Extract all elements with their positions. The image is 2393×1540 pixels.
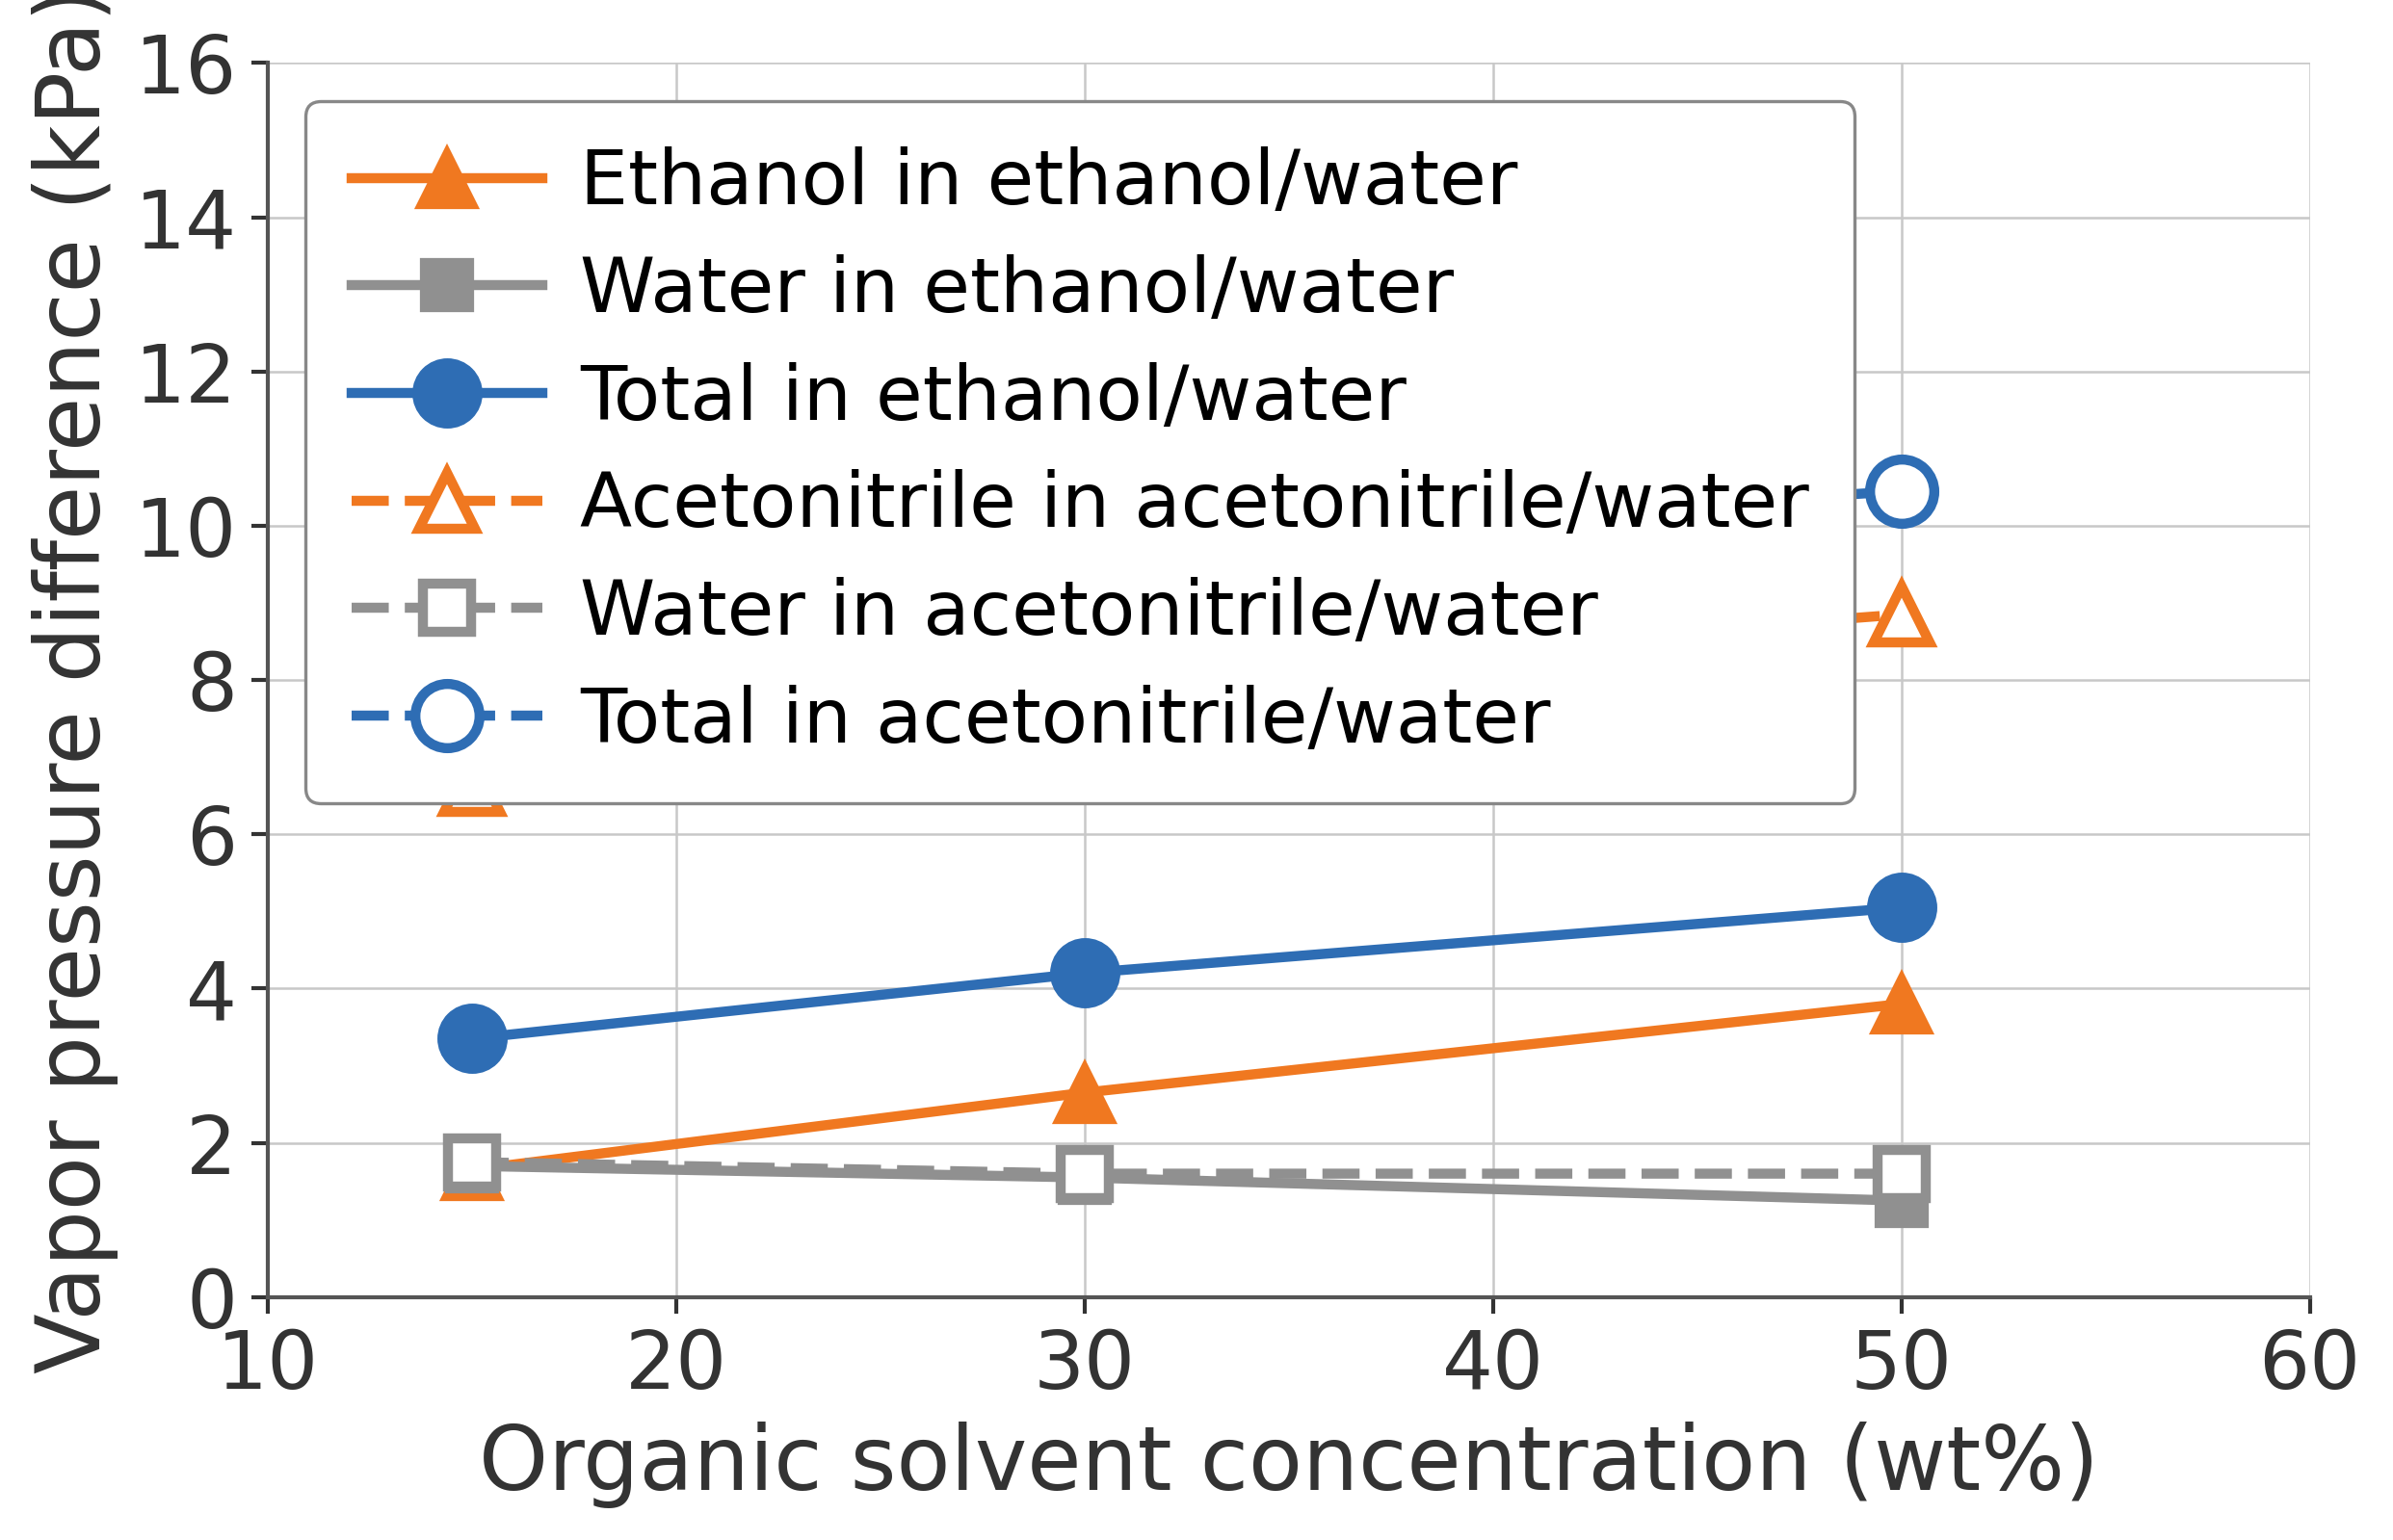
Total in ethanol/water	[457, 1029, 486, 1047]
Acetonitrile in acetonitrile/water	[457, 775, 486, 793]
Line: Water in acetonitrile/water: Water in acetonitrile/water	[447, 1138, 1926, 1198]
Acetonitrile in acetonitrile/water	[1070, 667, 1098, 685]
Line: Ethanol in ethanol/water: Ethanol in ethanol/water	[443, 976, 1929, 1198]
Y-axis label: Vapor pressure difference (kPa): Vapor pressure difference (kPa)	[31, 0, 120, 1374]
Acetonitrile in acetonitrile/water	[1888, 605, 1917, 624]
Total in ethanol/water	[1070, 964, 1098, 983]
Water in acetonitrile/water	[457, 1153, 486, 1172]
Total in acetonitrile/water	[457, 641, 486, 659]
Line: Acetonitrile in acetonitrile/water: Acetonitrile in acetonitrile/water	[443, 587, 1929, 812]
Ethanol in ethanol/water	[457, 1161, 486, 1180]
Line: Total in acetonitrile/water: Total in acetonitrile/water	[440, 459, 1934, 681]
Line: Water in ethanol/water: Water in ethanol/water	[447, 1141, 1926, 1224]
Total in acetonitrile/water	[1070, 536, 1098, 554]
Ethanol in ethanol/water	[1070, 1084, 1098, 1103]
Total in acetonitrile/water	[1888, 482, 1917, 501]
Legend: Ethanol in ethanol/water, Water in ethanol/water, Total in ethanol/water, Aceton: Ethanol in ethanol/water, Water in ethan…	[306, 102, 1855, 804]
X-axis label: Organic solvent concentration (wt%): Organic solvent concentration (wt%)	[479, 1421, 2099, 1508]
Water in acetonitrile/water	[1888, 1164, 1917, 1183]
Ethanol in ethanol/water	[1888, 995, 1917, 1013]
Water in ethanol/water	[1070, 1169, 1098, 1187]
Line: Total in ethanol/water: Total in ethanol/water	[440, 875, 1934, 1070]
Water in ethanol/water	[1888, 1192, 1917, 1210]
Total in ethanol/water	[1888, 898, 1917, 916]
Water in acetonitrile/water	[1070, 1164, 1098, 1183]
Water in ethanol/water	[457, 1157, 486, 1175]
